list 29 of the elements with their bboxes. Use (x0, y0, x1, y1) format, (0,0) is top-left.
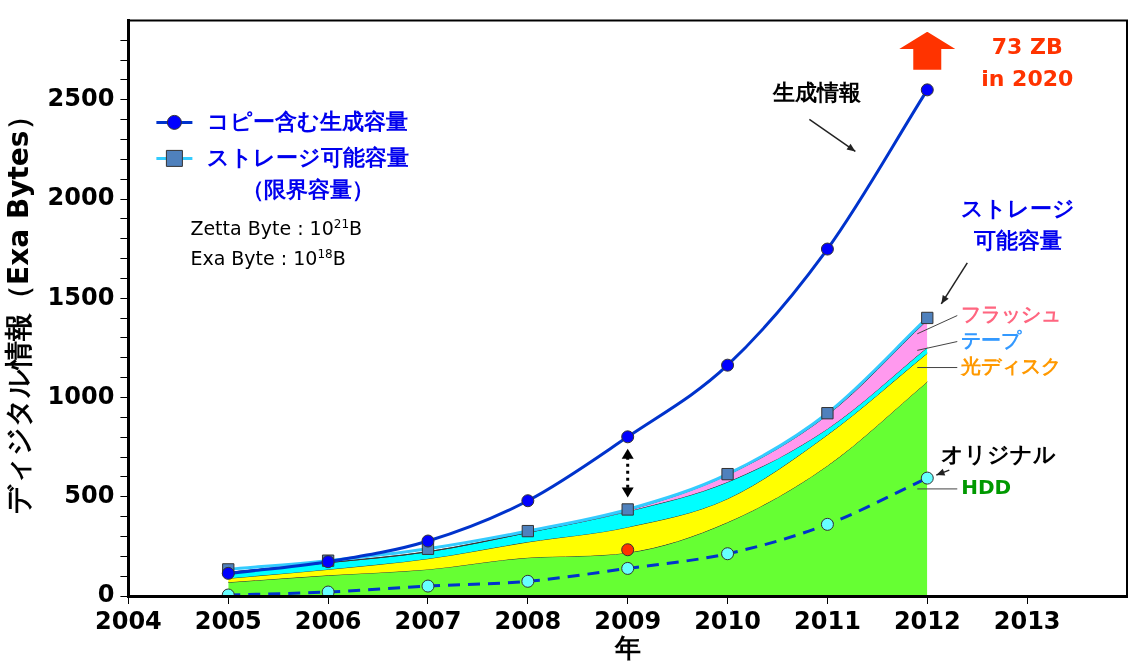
annotation: 73 ZB in 2020 (981, 34, 1074, 92)
y-tick-label: 2500 (47, 84, 115, 113)
legend-label: ストレージ可能容量（限界容量） (205, 144, 410, 205)
point (621, 543, 635, 557)
y-tick-label: 2000 (47, 183, 115, 212)
x-tick-label: 2013 (993, 606, 1061, 635)
x-tick-label: 2007 (394, 606, 462, 635)
x-axis-title: 年 (613, 633, 641, 664)
series-label: フラッシュ (961, 301, 1062, 326)
y-tick-label: 1500 (47, 282, 115, 311)
legend-label: コピー含む生成容量 (206, 108, 410, 137)
y-tick-label: 500 (64, 480, 115, 509)
y-tick-label: 1000 (47, 381, 115, 410)
x-tick-label: 2009 (594, 606, 662, 635)
y-axis-title: ディジタル情報（Exa Bytes） (2, 102, 36, 514)
x-tick-label: 2010 (694, 606, 761, 635)
x-tick-label: 2011 (794, 606, 861, 635)
series-label: テープ (961, 327, 1023, 352)
x-tick-label: 2012 (893, 606, 961, 635)
annotation: ストレージ可能容量 (960, 194, 1077, 255)
series-label: オリジナル (941, 441, 1057, 467)
annotation: 生成情報 (772, 80, 863, 106)
series-label: 光ディスク (960, 353, 1062, 378)
series-label: HDD (961, 475, 1012, 500)
x-tick-label: 2005 (194, 606, 262, 635)
x-tick-label: 2004 (95, 606, 162, 635)
x-tick-label: 2008 (494, 606, 562, 635)
y-tick-label: 0 (97, 580, 115, 609)
x-tick-label: 2006 (294, 606, 362, 635)
